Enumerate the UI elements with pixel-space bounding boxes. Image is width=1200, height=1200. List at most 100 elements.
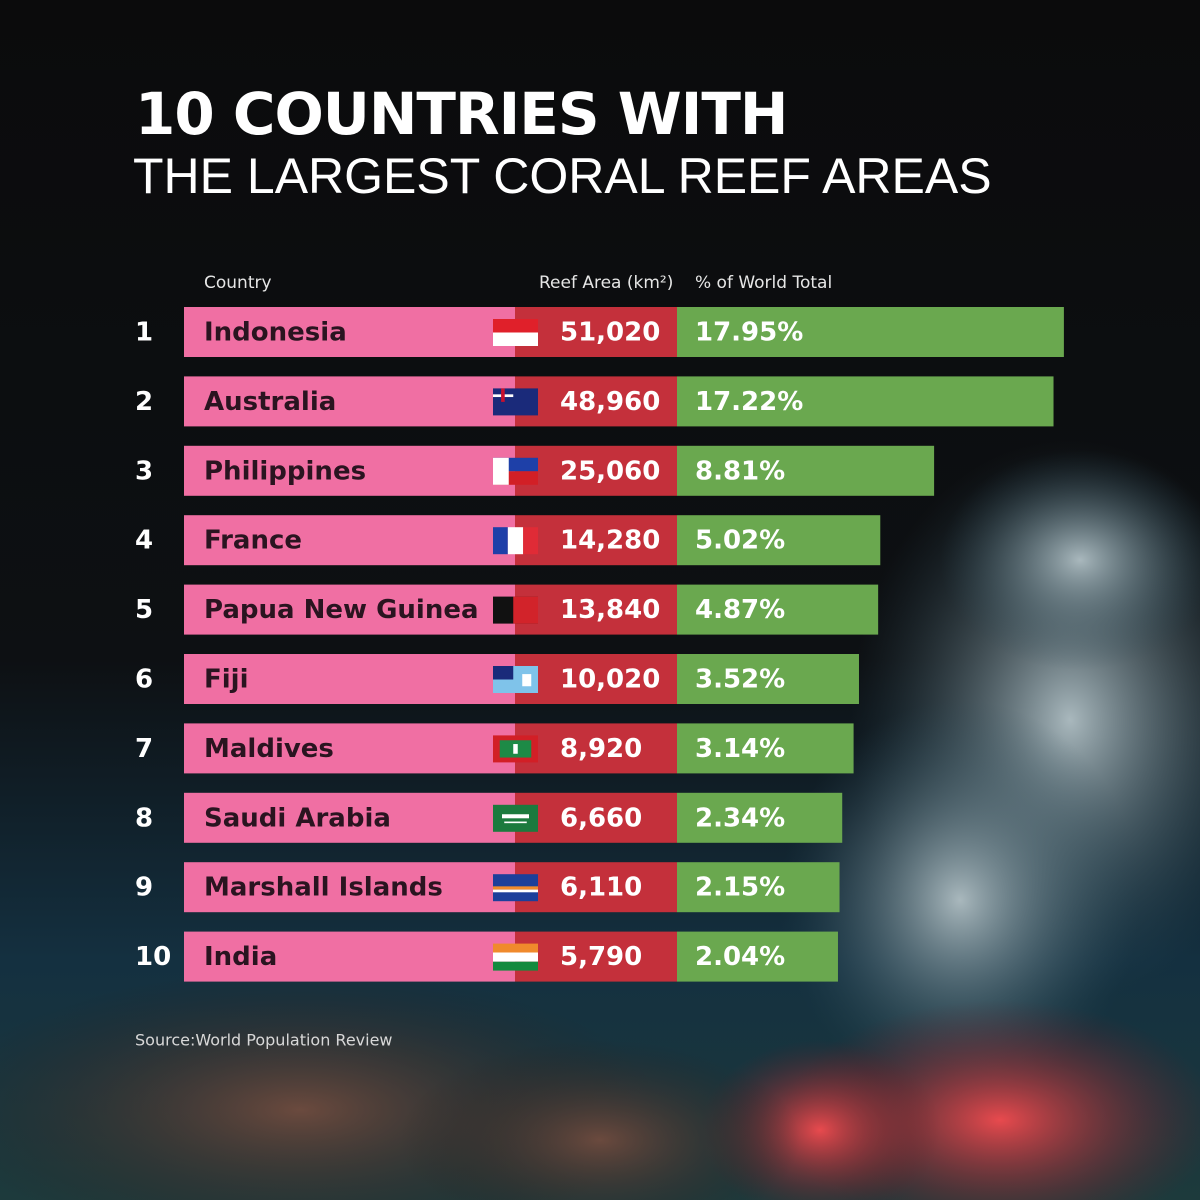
country-name: Philippines <box>204 456 366 486</box>
subtitle: THE LARGEST CORAL REEF AREAS <box>133 148 992 204</box>
flag-part <box>493 319 538 333</box>
flag-part <box>493 332 538 346</box>
percent-label: 2.34% <box>695 803 785 833</box>
reef-area-cell <box>515 931 677 982</box>
reef-area-cell <box>515 445 677 496</box>
country-name: France <box>204 526 302 556</box>
country-name: India <box>204 942 277 972</box>
reef-area-cell <box>515 654 677 704</box>
country-name: Papua New Guinea <box>204 595 479 625</box>
flag-part <box>493 388 538 416</box>
flag <box>493 527 538 555</box>
flag <box>493 388 538 416</box>
flag-part <box>513 744 518 754</box>
reef-area-cell <box>515 307 677 357</box>
flag-part <box>493 961 538 971</box>
reef-area-value: 8,920 <box>560 734 642 764</box>
bar <box>677 862 840 913</box>
flag <box>493 804 538 832</box>
flag-part <box>513 596 538 624</box>
reef-area-cell <box>515 376 677 427</box>
bar <box>677 376 1054 427</box>
rank: 1 <box>135 318 153 348</box>
flag <box>493 735 538 763</box>
category-cell <box>184 654 515 704</box>
bar <box>677 654 859 704</box>
category-cell <box>184 515 515 566</box>
flag-part <box>507 527 524 555</box>
percent-label: 4.87% <box>695 595 785 625</box>
bar <box>677 723 854 774</box>
country-name: Saudi Arabia <box>204 803 391 833</box>
percent-label: 2.04% <box>695 942 785 972</box>
flag-part <box>493 457 509 485</box>
rank: 2 <box>135 387 153 417</box>
bar <box>677 515 881 566</box>
column-header: Country <box>204 273 272 293</box>
bar <box>677 792 843 843</box>
flag <box>493 666 538 693</box>
column-header: % of World Total <box>695 273 832 293</box>
column-header: Reef Area (km²) <box>539 273 673 293</box>
coral-decoration <box>0 440 1200 1200</box>
rank: 6 <box>135 665 153 695</box>
reef-area-value: 48,960 <box>560 387 660 417</box>
category-cell <box>184 307 515 357</box>
flag <box>493 457 538 485</box>
bar <box>677 307 1064 357</box>
title: 10 COUNTRIES WITH <box>135 80 787 148</box>
reef-area-cell <box>515 862 677 913</box>
flag <box>493 596 538 624</box>
flag-part <box>501 388 505 402</box>
reef-area-value: 5,790 <box>560 942 642 972</box>
bar <box>677 445 935 496</box>
category-cell <box>184 584 515 635</box>
country-name: Australia <box>204 387 336 417</box>
flag-part <box>502 814 529 819</box>
flag-part <box>522 674 532 687</box>
reef-area-cell <box>515 792 677 843</box>
reef-area-value: 6,660 <box>560 803 642 833</box>
bar <box>677 931 838 982</box>
reef-area-value: 25,060 <box>560 456 660 486</box>
flag-part <box>493 943 538 953</box>
category-cell <box>184 723 515 774</box>
reef-area-value: 6,110 <box>560 873 642 903</box>
category-cell <box>184 376 515 427</box>
rank: 10 <box>135 942 171 972</box>
rank: 7 <box>135 734 153 764</box>
reef-area-value: 10,020 <box>560 665 660 695</box>
rank: 5 <box>135 595 153 625</box>
percent-label: 3.14% <box>695 734 785 764</box>
percent-label: 5.02% <box>695 526 785 556</box>
percent-label: 2.15% <box>695 873 785 903</box>
flag-part <box>493 889 538 893</box>
flag <box>493 874 538 902</box>
reef-area-value: 13,840 <box>560 595 660 625</box>
flag-part <box>523 527 538 555</box>
bar <box>677 584 879 635</box>
rank: 9 <box>135 873 153 903</box>
rank: 4 <box>135 526 153 556</box>
flag-part <box>493 527 508 555</box>
reef-area-value: 51,020 <box>560 318 660 348</box>
percent-label: 3.52% <box>695 665 785 695</box>
flag-part <box>493 952 538 962</box>
rank: 3 <box>135 456 153 486</box>
reef-area-value: 14,280 <box>560 526 660 556</box>
rank: 8 <box>135 803 153 833</box>
country-name: Marshall Islands <box>204 873 443 903</box>
flag <box>493 943 538 971</box>
reef-area-cell <box>515 723 677 774</box>
category-cell <box>184 931 515 982</box>
flag <box>493 319 538 346</box>
category-cell <box>184 862 515 913</box>
country-name: Maldives <box>204 734 334 764</box>
flag-part <box>493 666 514 680</box>
category-cell <box>184 792 515 843</box>
flag-part <box>493 886 538 890</box>
reef-area-cell <box>515 515 677 566</box>
source: Source:World Population Review <box>135 1031 393 1050</box>
percent-label: 17.95% <box>695 318 803 348</box>
